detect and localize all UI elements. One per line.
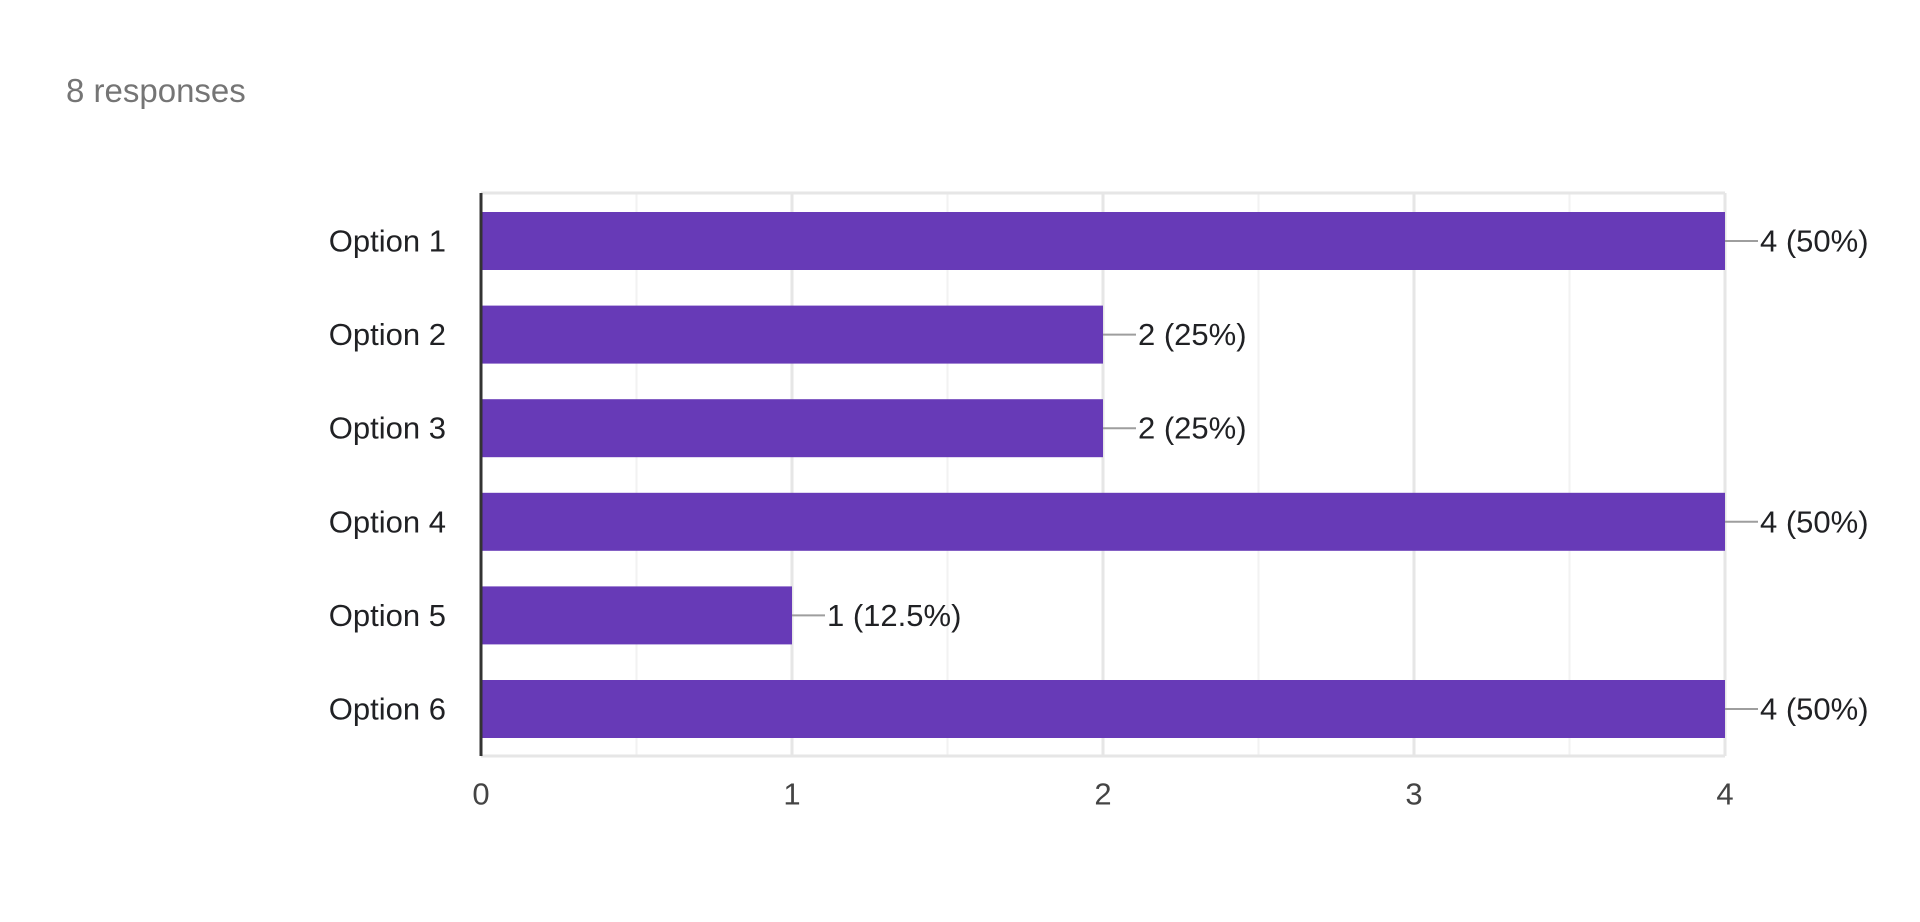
- category-label: Option 4: [329, 504, 446, 539]
- category-label: Option 1: [329, 224, 446, 259]
- x-tick-label: 2: [1094, 777, 1111, 812]
- data-label: 1 (12.5%): [827, 598, 961, 633]
- leader-lines: [792, 240, 1758, 710]
- bar-4: [481, 492, 1725, 551]
- grid-lines: [481, 191, 1727, 758]
- category-label: Option 3: [329, 411, 446, 446]
- bar-6: [481, 680, 1725, 738]
- data-label: 2 (25%): [1138, 411, 1247, 446]
- x-tick-label: 3: [1405, 777, 1422, 812]
- data-label: 4 (50%): [1760, 224, 1869, 259]
- category-label: Option 6: [329, 692, 446, 727]
- bars: [481, 212, 1725, 738]
- responses-count: 8 responses: [66, 72, 246, 109]
- bar-1: [481, 212, 1725, 270]
- bar-2: [481, 305, 1103, 364]
- data-label: 4 (50%): [1760, 692, 1869, 727]
- x-tick-label: 1: [783, 777, 800, 812]
- data-label: 2 (25%): [1138, 317, 1247, 352]
- data-label: 4 (50%): [1760, 504, 1869, 539]
- bar-3: [481, 399, 1103, 458]
- category-label: Option 5: [329, 598, 446, 633]
- bar-5: [481, 586, 792, 645]
- category-label: Option 2: [329, 317, 446, 352]
- x-tick-label: 0: [472, 777, 489, 812]
- labels: Option 1 4 (50%) Option 2 2 (25%) Option 3 2 …: [329, 224, 1869, 812]
- x-tick-label: 4: [1716, 777, 1733, 812]
